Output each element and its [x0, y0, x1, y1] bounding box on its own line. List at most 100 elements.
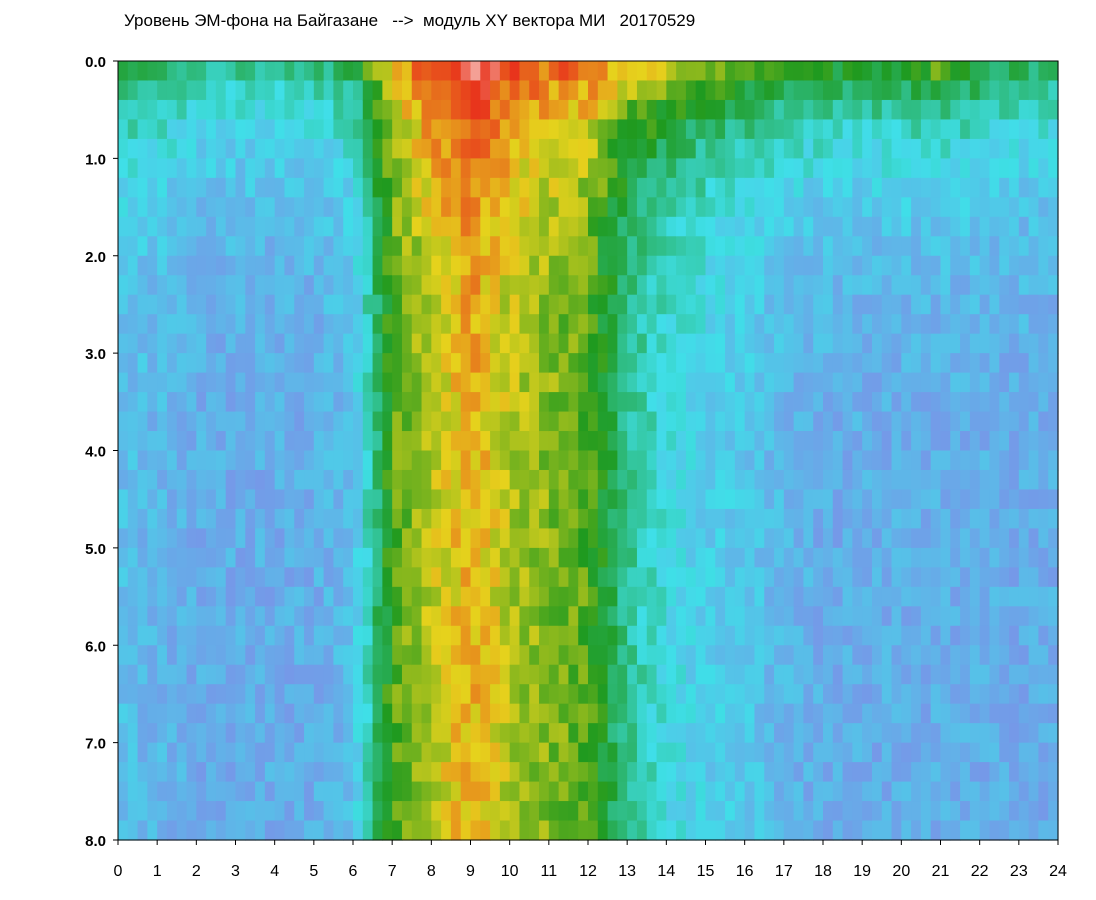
heatmap-cell — [255, 255, 266, 276]
heatmap-cell — [274, 645, 286, 666]
heatmap-cell — [803, 469, 814, 491]
heatmap-cell — [901, 762, 912, 783]
heatmap-cell — [539, 489, 550, 510]
heatmap-cell — [725, 177, 736, 198]
heatmap-cell — [1048, 645, 1059, 666]
heatmap-cell — [940, 61, 951, 82]
heatmap-cell — [568, 645, 579, 666]
heatmap-cell — [186, 275, 197, 296]
heatmap-cell — [372, 99, 383, 121]
heatmap-cell — [401, 703, 413, 724]
heatmap-cell — [353, 431, 364, 452]
heatmap-cell — [862, 138, 873, 159]
heatmap-cell — [441, 645, 452, 666]
heatmap-cell — [343, 450, 354, 471]
heatmap-cell — [323, 411, 335, 432]
heatmap-cell — [803, 547, 814, 568]
heatmap-cell — [176, 547, 188, 568]
heatmap-cell — [255, 197, 266, 218]
heatmap-cell — [372, 138, 383, 159]
heatmap-cell — [137, 606, 148, 627]
heatmap-cell — [920, 294, 932, 315]
heatmap-cell — [333, 80, 344, 101]
heatmap-cell — [617, 469, 628, 491]
heatmap-cell — [607, 255, 618, 276]
heatmap-cell — [607, 508, 618, 530]
heatmap-cell — [715, 820, 726, 841]
heatmap-cell — [636, 684, 648, 705]
heatmap-cell — [519, 625, 530, 646]
heatmap-cell — [353, 684, 364, 705]
heatmap-cell — [401, 742, 413, 763]
heatmap-cell — [911, 723, 922, 744]
heatmap-cell — [597, 684, 609, 705]
heatmap-cell — [832, 314, 844, 335]
heatmap-cell — [695, 61, 707, 82]
heatmap-cell — [950, 606, 961, 627]
heatmap-cell — [421, 372, 432, 393]
heatmap-cell — [636, 138, 648, 159]
heatmap-cell — [392, 684, 403, 705]
heatmap-cell — [558, 664, 570, 685]
heatmap-cell — [401, 606, 413, 627]
heatmap-cell — [627, 99, 638, 121]
heatmap-cell — [627, 372, 638, 393]
heatmap-cell — [627, 664, 638, 685]
heatmap-cell — [930, 469, 942, 491]
heatmap-cell — [147, 333, 158, 354]
heatmap-cell — [539, 353, 550, 374]
heatmap-cell — [607, 294, 618, 315]
heatmap-cell — [1048, 99, 1059, 121]
heatmap-cell — [1038, 61, 1049, 82]
heatmap-cell — [871, 820, 883, 841]
heatmap-cell — [656, 80, 667, 101]
heatmap-cell — [597, 703, 609, 724]
heatmap-cell — [950, 255, 961, 276]
heatmap-cell — [783, 508, 795, 530]
heatmap-cell — [333, 703, 344, 724]
heatmap-cell — [842, 119, 853, 140]
heatmap-cell — [127, 119, 139, 140]
heatmap-cell — [343, 158, 354, 179]
heatmap-cell — [960, 216, 971, 237]
heatmap-cell — [871, 606, 883, 627]
heatmap-cell — [147, 801, 158, 822]
heatmap-cell — [157, 314, 168, 335]
heatmap-cell — [979, 99, 991, 121]
y-tick-label: 4.0 — [85, 444, 106, 461]
heatmap-cell — [754, 255, 765, 276]
heatmap-cell — [284, 216, 295, 237]
heatmap-cell — [705, 645, 716, 666]
heatmap-cell — [431, 528, 442, 549]
heatmap-cell — [627, 294, 638, 315]
heatmap-cell — [705, 508, 716, 530]
heatmap-cell — [852, 469, 863, 491]
heatmap-cell — [147, 450, 158, 471]
heatmap-cell — [1009, 489, 1020, 510]
heatmap-cell — [774, 353, 785, 374]
heatmap-cell — [597, 61, 609, 82]
heatmap-cell — [989, 177, 1000, 198]
heatmap-cell — [1048, 781, 1059, 802]
heatmap-cell — [548, 820, 560, 841]
heatmap-cell — [969, 450, 981, 471]
heatmap-cell — [627, 684, 638, 705]
heatmap-cell — [1038, 392, 1049, 413]
heatmap-cell — [989, 664, 1000, 685]
heatmap-cell — [627, 528, 638, 549]
heatmap-cell — [206, 567, 217, 588]
heatmap-cell — [695, 742, 707, 763]
heatmap-cell — [529, 723, 540, 744]
heatmap-cell — [196, 119, 207, 140]
heatmap-cell — [137, 275, 148, 296]
heatmap-cell — [470, 645, 481, 666]
heatmap-cell — [744, 197, 756, 218]
heatmap-cell — [695, 431, 707, 452]
heatmap-cell — [999, 606, 1010, 627]
heatmap-cell — [362, 197, 374, 218]
heatmap-cell — [940, 197, 951, 218]
heatmap-cell — [744, 469, 756, 491]
heatmap-cell — [470, 723, 481, 744]
heatmap-cell — [715, 80, 726, 101]
heatmap-cell — [519, 431, 530, 452]
